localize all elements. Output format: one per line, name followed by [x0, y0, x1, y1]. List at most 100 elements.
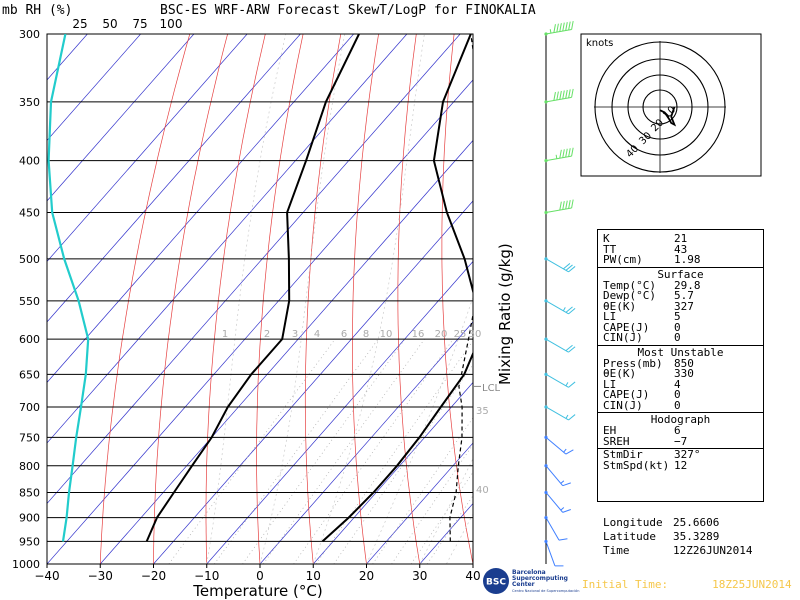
wind-barb-flag: [562, 90, 565, 99]
mixing-ratio-line: [242, 338, 406, 564]
mixing-ratio-label: 1: [222, 329, 228, 340]
wind-barb-flag: [562, 201, 565, 210]
index-key: CAPE(J): [603, 320, 650, 334]
mixing-ratio-line: [263, 338, 425, 564]
pressure-tick-label: 900: [19, 512, 40, 525]
wind-barb-flag: [565, 306, 573, 313]
wind-barb-flag: [568, 414, 576, 421]
wind-barb-flag: [563, 263, 571, 270]
x-tick-label: 0: [256, 569, 264, 583]
pressure-tick-label: 1000: [12, 558, 40, 571]
x-tick-label: −40: [34, 569, 59, 583]
wind-barb-flag: [568, 266, 576, 273]
index-value: 327: [674, 299, 694, 313]
lcl-label: LCL: [482, 383, 501, 394]
dry-adiabat-line: [352, 34, 379, 564]
wind-barb-half-flag: [560, 480, 565, 484]
wind-barb-flag: [559, 23, 562, 32]
wind-barb-flag: [568, 89, 571, 98]
index-value: 0: [674, 388, 681, 401]
wind-barb-flag: [553, 91, 556, 101]
wind-barb-half-flag: [565, 382, 569, 387]
hodograph-knots-label: knots: [586, 38, 613, 49]
wind-barb-flag: [562, 149, 565, 158]
index-key: LI: [603, 310, 617, 323]
initial-time-value: 18Z25JUN2014: [712, 578, 792, 591]
dry-adiabat-line: [153, 34, 228, 564]
index-key: EH: [603, 424, 617, 437]
mixing-ratio-label: 4: [314, 329, 320, 340]
wind-barb-shaft: [545, 338, 569, 353]
index-key: SREH: [603, 434, 630, 448]
pressure-tick-label: 750: [19, 431, 40, 444]
divider: [598, 412, 763, 413]
location-key: Latitude: [603, 530, 656, 543]
mixing-ratio-line: [333, 364, 473, 564]
index-key: CIN(J): [603, 398, 643, 412]
pressure-tick-label: 950: [19, 535, 40, 548]
wind-barb-shaft: [545, 541, 556, 567]
wind-barb-flag: [571, 20, 574, 30]
index-value: 4: [674, 377, 681, 391]
wind-barb-shaft: [545, 465, 564, 487]
mixing-ratio-label: 6: [341, 329, 347, 340]
wind-barb-flag: [559, 149, 562, 159]
wind-barb-flag: [565, 449, 574, 455]
isotherm-line: [206, 260, 473, 564]
initial-time: Initial Time: 18Z25JUN2014: [582, 578, 792, 591]
surface-header: Surface: [657, 267, 704, 281]
index-key: LI: [603, 377, 617, 391]
wind-barb-half-flag: [562, 307, 566, 312]
moist-adiabat-line: [259, 34, 346, 564]
wind-barb-shaft: [545, 207, 572, 213]
wind-barb-flag: [556, 91, 559, 101]
plot-frame: [46, 33, 474, 565]
wind-barb-flag: [568, 381, 576, 388]
mixing-ratio-line: [426, 495, 473, 564]
isotherm-line: [47, 34, 248, 262]
rh-tick-75: 75: [132, 17, 147, 31]
location-value: 25.6606: [673, 516, 720, 529]
mixing-ratio-line: [293, 338, 454, 564]
hodograph-header: Hodograph: [650, 413, 711, 426]
isotherm-line: [47, 79, 473, 564]
rh-axis-label: mb RH (%): [2, 3, 72, 18]
dry-adiabat-line: [441, 34, 473, 564]
hodograph-trace: [659, 106, 677, 127]
x-tick-label: 40: [465, 569, 480, 583]
x-tick-label: −30: [88, 569, 113, 583]
wind-barb-shaft: [545, 436, 567, 455]
dewpoint-profile: [145, 34, 360, 542]
wind-barb-shaft: [545, 96, 572, 103]
x-tick-label: 30: [412, 569, 427, 583]
index-value: −7: [674, 434, 688, 448]
initial-time-label: Initial Time:: [582, 578, 669, 591]
hodograph-ring-label: 40: [624, 143, 641, 160]
hodograph-ring-label: 30: [637, 130, 654, 147]
wind-barb-shaft: [545, 373, 569, 388]
isotherm-line: [47, 34, 301, 323]
wind-barb-flag: [568, 148, 571, 157]
wind-barb-flag: [559, 201, 562, 211]
index-key: CIN(J): [603, 331, 643, 344]
isotherm-line: [259, 321, 473, 564]
moist-adiabat-line: [419, 458, 473, 564]
wind-barb-flag: [565, 148, 568, 158]
hodograph-ring-label: 20: [649, 117, 666, 134]
index-value: 850: [674, 356, 694, 370]
wind-barb-flag: [568, 21, 571, 31]
isotherm-line: [47, 34, 88, 81]
index-key: θE(K): [603, 299, 637, 313]
rh-profile: [47, 34, 90, 542]
index-value: 5: [674, 310, 681, 323]
wind-barb-half-flag: [565, 414, 569, 419]
wind-barb-flag: [565, 89, 568, 99]
isotherm-line: [47, 34, 195, 202]
pressure-tick-label: 550: [19, 295, 40, 308]
x-tick-label: −20: [141, 569, 166, 583]
isotherm-line: [47, 34, 354, 383]
isotherm-line: [312, 381, 473, 564]
index-value: 0: [674, 398, 681, 412]
index-key: K: [603, 232, 610, 245]
wind-barb-flag: [568, 308, 576, 315]
